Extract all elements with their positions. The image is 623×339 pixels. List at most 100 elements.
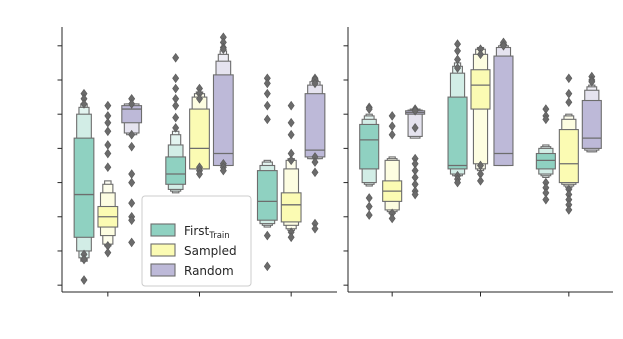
outlier-point bbox=[365, 201, 373, 212]
outlier-point bbox=[128, 215, 136, 226]
outlier-point bbox=[263, 78, 271, 89]
outlier-point bbox=[263, 261, 271, 272]
outlier-point bbox=[104, 100, 112, 111]
outlier-point bbox=[104, 140, 112, 150]
outlier-point bbox=[311, 78, 319, 89]
legend-label: FirstTrain bbox=[184, 224, 230, 241]
boxen-f5-sampled bbox=[382, 111, 403, 224]
boxen-band bbox=[165, 156, 187, 185]
outlier-point bbox=[172, 73, 180, 84]
outlier-point bbox=[104, 247, 112, 258]
outlier-point bbox=[411, 105, 419, 116]
outlier-point bbox=[287, 100, 295, 111]
boxen-band bbox=[189, 108, 210, 170]
outlier-point bbox=[454, 177, 461, 188]
outlier-point bbox=[311, 223, 319, 234]
outlier-point bbox=[104, 162, 112, 173]
boxen-f5-first-train bbox=[73, 88, 95, 285]
boxen-f5-sampled bbox=[97, 100, 119, 258]
legend-swatch bbox=[150, 223, 176, 237]
outlier-point bbox=[477, 176, 484, 186]
legend: FirstTrain Sampled Random bbox=[141, 195, 252, 287]
boxen-band bbox=[280, 192, 302, 223]
boxen-band bbox=[256, 170, 278, 221]
boxen-band bbox=[558, 129, 579, 184]
outlier-point bbox=[477, 49, 484, 60]
outlier-point bbox=[411, 189, 419, 200]
boxen-f8-first-train bbox=[447, 39, 468, 188]
boxen-f9-sampled bbox=[280, 100, 302, 243]
legend-item: FirstTrain bbox=[150, 223, 230, 241]
outlier-point bbox=[311, 157, 319, 167]
outlier-point bbox=[388, 121, 396, 131]
boxen-f9-random bbox=[581, 71, 602, 153]
outlier-point bbox=[411, 123, 419, 133]
outlier-point bbox=[263, 114, 271, 125]
outlier-point bbox=[542, 194, 550, 205]
outlier-point bbox=[104, 126, 112, 137]
outlier-point bbox=[565, 97, 573, 108]
boxen-f5-random bbox=[405, 104, 426, 200]
outlier-point bbox=[80, 275, 88, 285]
outlier-point bbox=[565, 73, 573, 84]
outlier-point bbox=[128, 141, 136, 152]
legend-label-subscript: Train bbox=[208, 231, 229, 241]
outlier-point bbox=[588, 76, 596, 87]
legend-label: Random bbox=[184, 264, 234, 278]
outlier-point bbox=[263, 88, 271, 99]
boxen-f5-first-train bbox=[359, 102, 380, 220]
outlier-point bbox=[287, 155, 295, 166]
outlier-point bbox=[128, 169, 136, 179]
outlier-point bbox=[172, 123, 180, 133]
boxen-f9-random bbox=[304, 73, 326, 234]
outlier-point bbox=[500, 40, 507, 51]
boxen-f9-first-train bbox=[535, 104, 556, 205]
boxen-band bbox=[581, 99, 602, 149]
boxen-f8-random bbox=[212, 32, 234, 176]
boxen-band bbox=[470, 69, 491, 110]
outlier-point bbox=[104, 148, 112, 159]
outlier-point bbox=[172, 112, 180, 123]
outlier-point bbox=[388, 129, 396, 140]
panel-2 bbox=[343, 27, 613, 297]
outlier-point bbox=[80, 254, 88, 265]
outlier-point bbox=[365, 210, 373, 220]
boxen-band bbox=[304, 93, 326, 158]
outlier-point bbox=[454, 63, 461, 73]
outlier-point bbox=[287, 129, 295, 140]
legend-item: Sampled bbox=[150, 243, 237, 258]
outlier-point bbox=[365, 104, 373, 114]
outlier-point bbox=[104, 117, 112, 128]
boxen-band bbox=[535, 152, 556, 170]
outlier-point bbox=[219, 44, 227, 55]
outlier-point bbox=[542, 114, 550, 125]
boxen-band bbox=[73, 137, 95, 238]
boxen-band bbox=[212, 74, 234, 167]
legend-label-text: First bbox=[184, 224, 210, 238]
legend-item: Random bbox=[150, 263, 234, 278]
outlier-point bbox=[128, 99, 136, 109]
outlier-point bbox=[172, 100, 180, 111]
outlier-point bbox=[388, 213, 396, 224]
outlier-point bbox=[196, 169, 203, 179]
outlier-point bbox=[128, 129, 136, 140]
boxen-band bbox=[493, 55, 514, 167]
outlier-point bbox=[80, 99, 88, 109]
outlier-point bbox=[196, 93, 203, 104]
outlier-point bbox=[219, 165, 227, 176]
outlier-point bbox=[388, 111, 396, 121]
boxen-f8-first-train bbox=[165, 52, 187, 194]
outlier-point bbox=[565, 88, 573, 99]
outlier-point bbox=[287, 117, 295, 128]
boxen-f5-random bbox=[121, 93, 143, 248]
boxen-f9-sampled bbox=[558, 73, 579, 215]
outlier-point bbox=[365, 193, 373, 203]
boxen-band bbox=[359, 123, 380, 170]
outlier-point bbox=[172, 52, 180, 63]
legend-label-text: Sampled bbox=[184, 244, 237, 258]
boxen-f8-sampled bbox=[189, 83, 210, 179]
outlier-point bbox=[128, 237, 136, 248]
boxen-f8-sampled bbox=[470, 44, 491, 186]
legend-label: Sampled bbox=[184, 244, 237, 258]
